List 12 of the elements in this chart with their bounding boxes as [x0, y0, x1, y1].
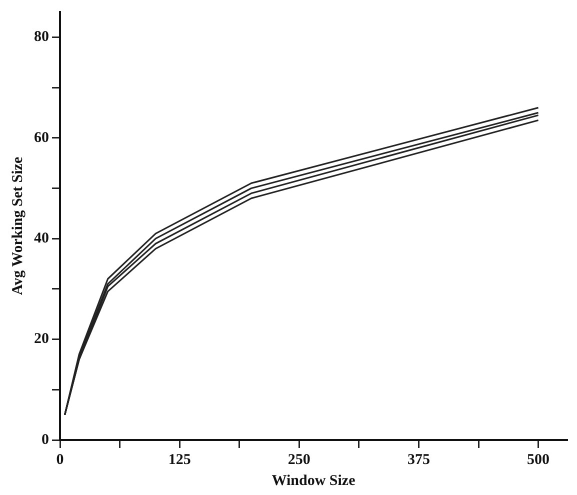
x-tick-label: 125	[168, 452, 191, 468]
x-axis-title: Window Size	[272, 472, 356, 489]
y-tick-label: 40	[34, 230, 49, 246]
x-tick-label: 500	[527, 452, 550, 468]
y-axis-title: Avg Working Set Size	[10, 156, 26, 296]
y-tick-label: 20	[34, 331, 49, 348]
y-tick-label: 60	[34, 130, 49, 146]
x-tick-label: 0	[56, 452, 64, 468]
x-tick-label: 250	[288, 452, 310, 468]
x-tick-label: 375	[407, 452, 430, 468]
y-tick-label: 80	[34, 29, 49, 46]
y-tick-label: 0	[42, 432, 49, 448]
